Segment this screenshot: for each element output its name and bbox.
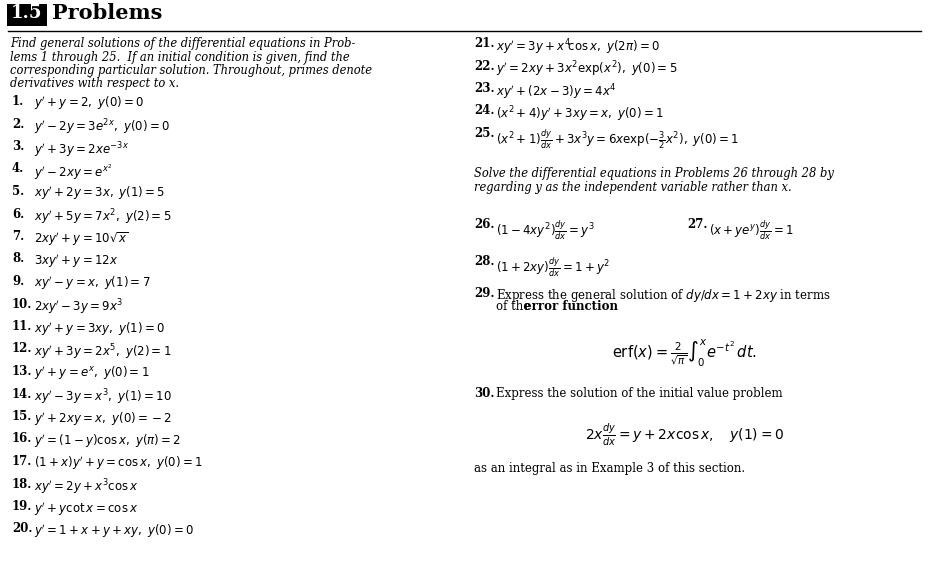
Text: $y' = (1-y)\cos x,\ y(\pi) = 2$: $y' = (1-y)\cos x,\ y(\pi) = 2$	[34, 432, 181, 450]
Text: 10.: 10.	[12, 298, 33, 311]
Text: $xy' - 3y = x^3,\ y(1) = 10$: $xy' - 3y = x^3,\ y(1) = 10$	[34, 388, 172, 407]
Text: 27.: 27.	[688, 218, 708, 231]
Text: $xy' + (2x-3)y = 4x^4$: $xy' + (2x-3)y = 4x^4$	[496, 82, 617, 102]
Text: 6.: 6.	[12, 207, 24, 220]
Text: 23.: 23.	[474, 82, 494, 95]
Text: 3.: 3.	[12, 140, 24, 153]
Text: $y' + y = 2,\ y(0) = 0$: $y' + y = 2,\ y(0) = 0$	[34, 95, 144, 112]
Text: error function: error function	[524, 300, 618, 313]
Text: $\mathrm{erf}(x) = \frac{2}{\sqrt{\pi}}\int_0^x e^{-t^2}\,dt.$: $\mathrm{erf}(x) = \frac{2}{\sqrt{\pi}}\…	[612, 337, 758, 369]
Text: 5.: 5.	[12, 185, 24, 198]
Text: 30.: 30.	[474, 387, 494, 400]
Text: Solve the differential equations in Problems 26 through 28 by: Solve the differential equations in Prob…	[474, 167, 834, 180]
Text: 22.: 22.	[474, 59, 494, 72]
Text: $y' = 1 + x + y + xy,\ y(0) = 0$: $y' = 1 + x + y + xy,\ y(0) = 0$	[34, 523, 194, 540]
Text: 21.: 21.	[474, 37, 494, 50]
Text: $2x\frac{dy}{dx} = y + 2x\cos x, \quad y(1) = 0$: $2x\frac{dy}{dx} = y + 2x\cos x, \quad y…	[585, 421, 785, 448]
Text: $y' + y = e^x,\ y(0) = 1$: $y' + y = e^x,\ y(0) = 1$	[34, 365, 149, 383]
Text: 18.: 18.	[12, 477, 33, 490]
Text: $y' - 2y = 3e^{2x},\ y(0) = 0$: $y' - 2y = 3e^{2x},\ y(0) = 0$	[34, 118, 170, 137]
Text: 15.: 15.	[12, 410, 33, 423]
Text: $y' - 2xy = e^{x^2}$: $y' - 2xy = e^{x^2}$	[34, 163, 113, 182]
Text: 4.: 4.	[12, 163, 24, 176]
Text: $2xy' - 3y = 9x^3$: $2xy' - 3y = 9x^3$	[34, 298, 123, 317]
Text: $xy' + y = 3xy,\ y(1) = 0$: $xy' + y = 3xy,\ y(1) = 0$	[34, 320, 165, 337]
Text: of the: of the	[496, 300, 534, 313]
Text: $(x^2+4)y' + 3xy = x,\ y(0) = 1$: $(x^2+4)y' + 3xy = x,\ y(0) = 1$	[496, 105, 664, 124]
Text: 7.: 7.	[12, 230, 24, 243]
Text: 9.: 9.	[12, 275, 24, 288]
Text: $xy' + 5y = 7x^2,\ y(2) = 5$: $xy' + 5y = 7x^2,\ y(2) = 5$	[34, 207, 172, 227]
Text: $(1+2xy)\frac{dy}{dx} = 1 + y^2$: $(1+2xy)\frac{dy}{dx} = 1 + y^2$	[496, 255, 610, 279]
Text: $(1-4xy^2)\frac{dy}{dx} = y^3$: $(1-4xy^2)\frac{dy}{dx} = y^3$	[496, 218, 594, 242]
Text: as an integral as in Example 3 of this section.: as an integral as in Example 3 of this s…	[474, 462, 745, 475]
Text: Problems: Problems	[51, 3, 162, 23]
Text: 11.: 11.	[12, 320, 33, 333]
Text: 24.: 24.	[474, 105, 494, 118]
Text: $(1+x)y' + y = \cos x,\ y(0) = 1$: $(1+x)y' + y = \cos x,\ y(0) = 1$	[34, 455, 202, 472]
Text: $(x^2+1)\frac{dy}{dx} + 3x^3y = 6x\exp(-\frac{3}{2}x^2),\ y(0) = 1$: $(x^2+1)\frac{dy}{dx} + 3x^3y = 6x\exp(-…	[496, 127, 739, 151]
Text: 19.: 19.	[12, 500, 33, 513]
Text: $xy' = 2y + x^3\cos x$: $xy' = 2y + x^3\cos x$	[34, 477, 138, 497]
Text: $xy' - y = x,\ y(1) = 7$: $xy' - y = x,\ y(1) = 7$	[34, 275, 150, 293]
Text: 12.: 12.	[12, 342, 33, 355]
Text: Find general solutions of the differential equations in Prob-: Find general solutions of the differenti…	[10, 37, 355, 50]
Text: lems 1 through 25.  If an initial condition is given, find the: lems 1 through 25. If an initial conditi…	[10, 50, 350, 63]
Text: 26.: 26.	[474, 218, 494, 231]
Text: 13.: 13.	[12, 365, 33, 378]
Text: $xy' = 3y + x^4\!\cos x,\ y(2\pi) = 0$: $xy' = 3y + x^4\!\cos x,\ y(2\pi) = 0$	[496, 37, 661, 56]
Text: 28.: 28.	[474, 255, 494, 268]
Text: Express the solution of the initial value problem: Express the solution of the initial valu…	[496, 387, 783, 400]
Text: corresponding particular solution. Throughout, primes denote: corresponding particular solution. Throu…	[10, 64, 372, 77]
Text: $y' + 3y = 2xe^{-3x}$: $y' + 3y = 2xe^{-3x}$	[34, 140, 129, 159]
Text: $2xy' + y = 10\sqrt{x}$: $2xy' + y = 10\sqrt{x}$	[34, 230, 129, 247]
Text: $(x + ye^y)\frac{dy}{dx} = 1$: $(x + ye^y)\frac{dy}{dx} = 1$	[709, 218, 794, 242]
Text: 8.: 8.	[12, 253, 24, 266]
Text: 29.: 29.	[474, 287, 494, 300]
Text: $xy' + 2y = 3x,\ y(1) = 5$: $xy' + 2y = 3x,\ y(1) = 5$	[34, 185, 165, 202]
Text: 1.: 1.	[12, 95, 24, 108]
Text: 17.: 17.	[12, 455, 33, 468]
Text: $3xy' + y = 12x$: $3xy' + y = 12x$	[34, 253, 118, 270]
Text: $y' + 2xy = x,\ y(0) = -2$: $y' + 2xy = x,\ y(0) = -2$	[34, 410, 172, 428]
Text: 16.: 16.	[12, 432, 33, 445]
Text: Express the general solution of $dy/dx = 1+2xy$ in terms: Express the general solution of $dy/dx =…	[496, 287, 830, 304]
Text: $y' = 2xy + 3x^2\exp(x^2),\ y(0) = 5$: $y' = 2xy + 3x^2\exp(x^2),\ y(0) = 5$	[496, 59, 677, 79]
Text: 20.: 20.	[12, 523, 33, 536]
Text: $y' + y\cot x = \cos x$: $y' + y\cot x = \cos x$	[34, 500, 138, 518]
Text: $xy' + 3y = 2x^5,\ y(2) = 1$: $xy' + 3y = 2x^5,\ y(2) = 1$	[34, 342, 172, 362]
Text: 25.: 25.	[474, 127, 494, 140]
FancyBboxPatch shape	[7, 4, 47, 26]
Text: 1.5: 1.5	[11, 4, 43, 22]
Text: derivatives with respect to x.: derivatives with respect to x.	[10, 77, 179, 90]
Text: 2.: 2.	[12, 118, 24, 131]
Text: regarding y as the independent variable rather than x.: regarding y as the independent variable …	[474, 181, 792, 194]
Text: 14.: 14.	[12, 388, 33, 401]
